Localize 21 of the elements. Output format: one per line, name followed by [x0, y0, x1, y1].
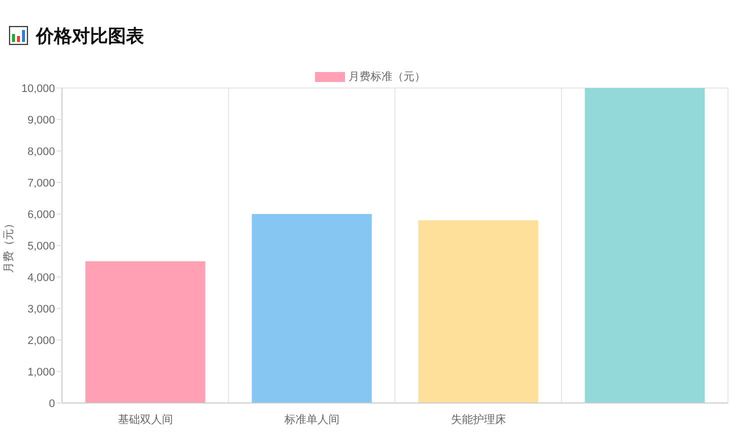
y-tick-label: 3,000: [27, 303, 55, 316]
x-tick-label: 失能护理床: [450, 412, 506, 426]
y-tick-label: 1,000: [27, 366, 55, 378]
y-tick-label: 8,000: [27, 146, 55, 158]
bar: [584, 88, 705, 403]
y-tick-label: 2,000: [27, 334, 55, 347]
y-tick-label: 6,000: [27, 208, 55, 221]
bar: [418, 220, 538, 403]
y-tick-label: 5,000: [27, 240, 55, 252]
x-tick-label: 基础双人间: [118, 412, 173, 426]
chart-title: 价格对比图表: [36, 25, 144, 48]
y-tick-label: 4,000: [27, 272, 55, 284]
y-tick-label: 7,000: [27, 177, 55, 190]
y-tick-label: 10,000: [21, 82, 55, 95]
x-tick-label: 标准单人间: [283, 412, 340, 426]
bar: [252, 214, 372, 403]
y-axis-title: 月费（元）: [2, 218, 15, 273]
legend-label: 月费标准（元）: [348, 70, 426, 84]
y-tick-label: 9,000: [27, 114, 55, 126]
y-tick-label: 0: [48, 398, 55, 410]
bar: [85, 261, 206, 403]
